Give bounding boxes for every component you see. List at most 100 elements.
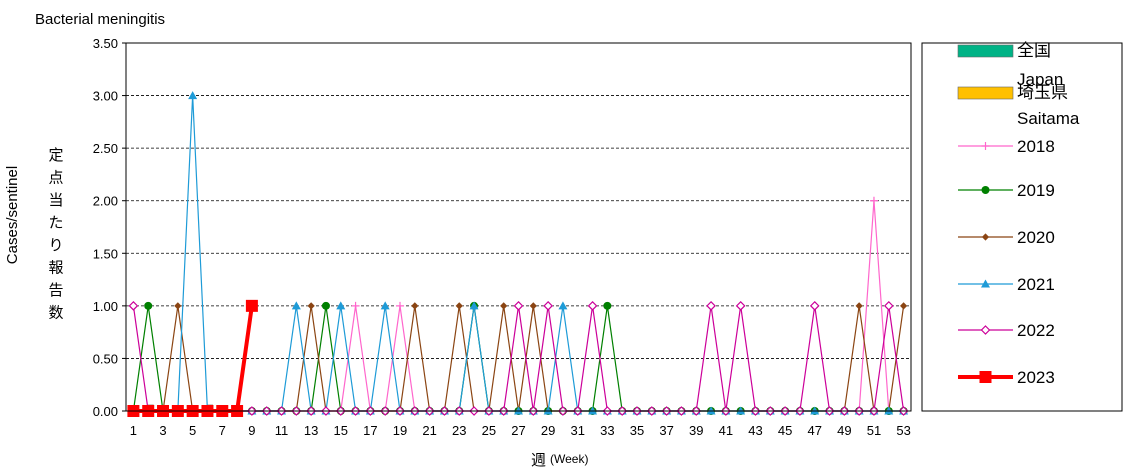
data-point — [529, 302, 537, 310]
data-point — [981, 233, 990, 241]
data-point — [351, 301, 360, 310]
series-2021 — [128, 91, 909, 415]
data-point — [174, 302, 182, 310]
x-tick-label: 17 — [363, 423, 377, 438]
data-point — [883, 301, 894, 311]
gridlines — [122, 42, 911, 415]
x-tick-labels: 1 3 5 7 9 11 13 15 17 19 21 23 25 27 29 31 33 35 37 39 41 43 4… — [130, 423, 911, 438]
x-tick-label: 23 — [452, 423, 466, 438]
plot-area-frame — [125, 42, 912, 412]
x-tick-label: 9 — [248, 423, 255, 438]
chart-title: Bacterial meningitis — [35, 11, 165, 28]
data-point — [188, 91, 198, 100]
x-tick-label: 37 — [659, 423, 673, 438]
x-tick-label: 43 — [748, 423, 762, 438]
legend-label: Japan — [1017, 70, 1063, 89]
y-axis-label-ja-char: 告 — [48, 282, 63, 299]
y-axis-label-ja-char: 当 — [48, 192, 63, 209]
x-tick-label: 53 — [896, 423, 910, 438]
y-axis-label-en: Cases/sentinel — [4, 166, 21, 264]
data-point — [981, 186, 990, 194]
legend-swatch — [957, 86, 1014, 100]
data-point — [979, 371, 992, 383]
data-point — [855, 302, 863, 310]
legend-label: 2022 — [1017, 321, 1055, 340]
y-axis-label-ja-char: り — [48, 237, 63, 254]
x-tick-label: 11 — [275, 423, 289, 438]
data-point — [603, 301, 612, 310]
legend-label: 2020 — [1017, 228, 1055, 247]
data-point — [396, 301, 405, 310]
legend-label: 2019 — [1017, 181, 1055, 200]
data-point — [380, 301, 390, 310]
y-tick-label: 2.00 — [93, 194, 118, 209]
data-point — [336, 301, 346, 310]
legend-frame — [921, 42, 1123, 412]
data-point — [455, 302, 463, 310]
line-series — [127, 91, 909, 417]
x-tick-label: 21 — [422, 423, 436, 438]
x-tick-label: 7 — [219, 423, 226, 438]
data-point — [981, 142, 990, 150]
y-tick-label: 0.00 — [93, 404, 118, 419]
data-point — [735, 301, 746, 311]
data-point — [128, 301, 139, 311]
data-point — [513, 301, 524, 311]
y-tick-label: 0.50 — [93, 351, 118, 366]
data-point — [869, 196, 878, 205]
x-tick-label: 29 — [541, 423, 555, 438]
legend-label: 2021 — [1017, 275, 1055, 294]
data-point — [706, 301, 716, 311]
x-tick-label: 15 — [334, 423, 348, 438]
data-point — [307, 302, 315, 310]
y-tick-label: 3.00 — [93, 89, 118, 104]
data-point — [144, 301, 153, 310]
data-point — [321, 301, 330, 310]
x-tick-label: 19 — [393, 423, 407, 438]
x-tick-label: 35 — [630, 423, 644, 438]
x-tick-label: 25 — [482, 423, 496, 438]
data-point — [981, 279, 990, 288]
x-tick-label: 27 — [511, 423, 525, 438]
data-point — [469, 301, 479, 310]
data-point — [411, 302, 419, 310]
x-tick-label: 13 — [304, 423, 318, 438]
legend-label: Saitama — [1017, 109, 1080, 128]
y-axis-label-ja-char: 点 — [48, 170, 63, 187]
data-point — [500, 302, 508, 310]
x-tick-label: 49 — [837, 423, 851, 438]
x-tick-label: 1 — [130, 423, 137, 438]
y-tick-label: 3.50 — [93, 36, 118, 51]
data-point — [543, 301, 553, 311]
data-point — [245, 299, 258, 312]
x-tick-label: 3 — [159, 423, 166, 438]
x-tick-label: 5 — [189, 423, 196, 438]
y-axis-label-ja-char: 定 — [48, 147, 63, 164]
legend-swatch — [957, 44, 1014, 58]
x-tick-label: 31 — [571, 423, 585, 438]
x-tick-label: 41 — [719, 423, 733, 438]
data-point — [980, 325, 991, 335]
data-point — [558, 301, 568, 310]
data-point — [291, 301, 301, 310]
x-tick-label: 45 — [778, 423, 792, 438]
y-tick-labels: 0.00 0.50 1.00 1.50 2.00 2.50 3.00 3.50 — [93, 36, 118, 419]
legend-label: 2018 — [1017, 137, 1055, 156]
legend-label: 全国 — [1017, 41, 1051, 60]
y-tick-label: 1.50 — [93, 246, 118, 261]
x-tick-label: 33 — [600, 423, 614, 438]
y-axis-label-ja-char: 数 — [48, 305, 63, 322]
legend-label: 2023 — [1017, 368, 1055, 387]
y-axis-label-ja-char: た — [48, 215, 63, 232]
x-tick-label: 51 — [867, 423, 881, 438]
y-tick-label: 1.00 — [93, 299, 118, 314]
data-point — [899, 302, 908, 310]
x-axis-label-ja: 週 — [531, 452, 546, 469]
x-tick-label: 47 — [807, 423, 821, 438]
data-point — [587, 301, 598, 311]
legend-label: 埼玉県 — [1017, 83, 1068, 102]
x-axis-label-en: (Week) — [550, 452, 588, 466]
